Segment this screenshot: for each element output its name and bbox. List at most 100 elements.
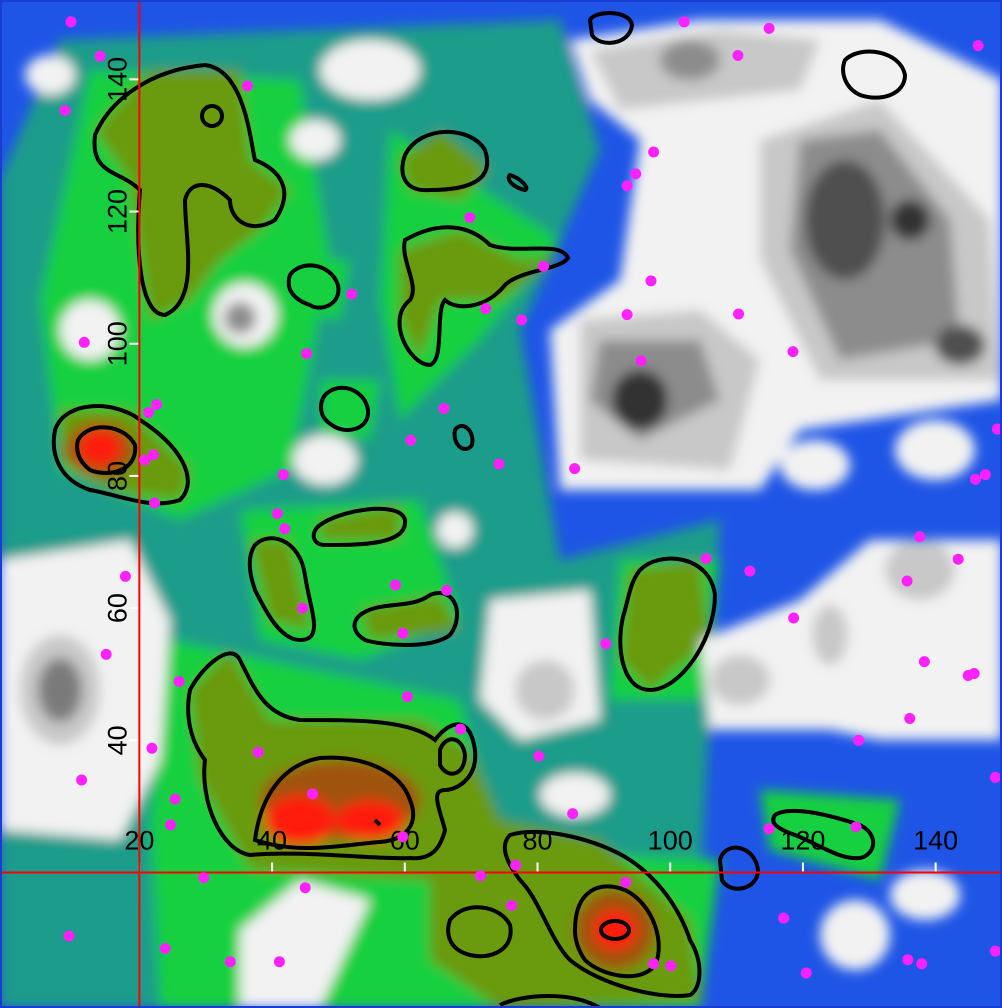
point	[763, 823, 775, 835]
point	[537, 260, 549, 272]
point	[952, 553, 964, 565]
point	[401, 691, 413, 703]
y-tick-label: 40	[102, 725, 132, 755]
x-tick-label: 120	[780, 826, 825, 856]
point	[307, 788, 319, 800]
point	[648, 958, 660, 970]
point	[969, 473, 981, 485]
point	[678, 16, 690, 28]
point	[853, 734, 865, 746]
point	[962, 670, 974, 682]
point	[493, 458, 505, 470]
point	[94, 50, 106, 62]
point	[648, 146, 660, 158]
point	[301, 348, 313, 360]
x-tick-label: 140	[913, 826, 958, 856]
point	[252, 746, 264, 758]
point	[76, 774, 88, 786]
point	[630, 168, 642, 180]
point	[902, 954, 914, 966]
point	[918, 656, 930, 668]
point	[744, 565, 756, 577]
contours	[51, 11, 908, 1008]
y-tick-label: 60	[102, 593, 132, 623]
point	[455, 723, 467, 735]
point	[151, 399, 163, 411]
point	[78, 336, 90, 348]
point	[620, 876, 632, 888]
point	[147, 449, 159, 461]
point	[901, 575, 913, 587]
point	[389, 579, 401, 591]
point	[119, 570, 131, 582]
point	[273, 956, 285, 968]
point	[600, 638, 612, 650]
point	[146, 742, 158, 754]
point	[464, 211, 476, 223]
point	[159, 943, 171, 955]
point	[665, 960, 677, 972]
point	[763, 22, 775, 34]
point	[914, 531, 926, 543]
x-tick-label: 40	[257, 826, 287, 856]
point	[916, 958, 928, 970]
point	[635, 355, 647, 367]
point	[516, 314, 528, 326]
point	[787, 346, 799, 358]
y-tick-label: 100	[102, 321, 132, 366]
point	[139, 454, 151, 466]
point	[143, 406, 155, 418]
point	[645, 275, 657, 287]
point	[198, 872, 210, 884]
point	[346, 288, 358, 300]
y-tick-label: 140	[102, 57, 132, 102]
point	[279, 523, 291, 535]
point	[297, 602, 309, 614]
point	[441, 584, 453, 596]
point	[397, 831, 409, 843]
point	[733, 308, 745, 320]
point	[732, 50, 744, 62]
point	[100, 648, 112, 660]
point	[169, 793, 181, 805]
point	[850, 821, 862, 833]
point	[621, 180, 633, 192]
point	[989, 771, 1001, 783]
x-tick-label: 100	[648, 826, 693, 856]
point	[224, 956, 236, 968]
point	[397, 627, 409, 639]
point	[569, 463, 581, 475]
point	[173, 675, 185, 687]
point	[438, 402, 450, 414]
point	[165, 819, 177, 831]
point	[510, 859, 522, 871]
point	[989, 945, 1001, 957]
point	[242, 80, 254, 92]
point	[480, 303, 492, 315]
point	[567, 808, 579, 820]
point	[149, 497, 161, 509]
point	[621, 309, 633, 321]
point	[63, 930, 75, 942]
point	[65, 16, 77, 28]
point	[299, 882, 311, 894]
point	[979, 469, 991, 481]
point	[59, 104, 71, 116]
point	[506, 900, 518, 912]
points	[59, 16, 1002, 979]
point	[904, 712, 916, 724]
point	[474, 870, 486, 882]
point	[277, 469, 289, 481]
point	[778, 912, 790, 924]
x-tick-label: 80	[522, 826, 552, 856]
point	[800, 967, 812, 979]
point	[991, 423, 1002, 435]
ticks: 20406080100120140406080100120140	[102, 57, 958, 873]
point	[788, 612, 800, 624]
y-tick-label: 80	[102, 461, 132, 491]
point	[533, 750, 545, 762]
point	[972, 40, 984, 52]
